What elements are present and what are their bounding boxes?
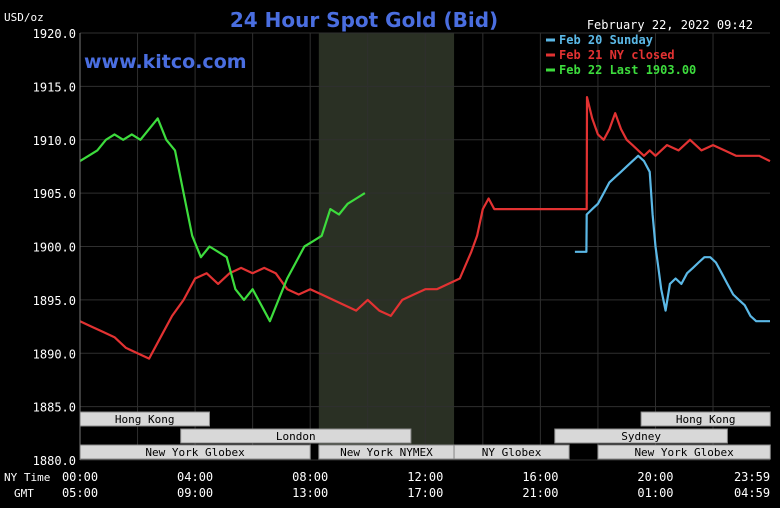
timestamp: February 22, 2022 09:42 — [587, 18, 753, 32]
x-tick-label: 17:00 — [407, 486, 443, 500]
session-label: London — [276, 430, 316, 443]
session-bar — [180, 428, 412, 444]
session-label: New York Globex — [145, 446, 245, 459]
x-tick-label: 00:00 — [62, 470, 98, 484]
x-tick-label: 09:00 — [177, 486, 213, 500]
x-row-label: NY Time — [4, 471, 50, 484]
x-tick-label: 16:00 — [522, 470, 558, 484]
unit-label: USD/oz — [4, 11, 44, 24]
session-bar — [597, 444, 771, 460]
legend-entry: Feb 21 NY closed — [559, 48, 675, 62]
x-tick-label: 21:00 — [522, 486, 558, 500]
session-label: NY Globex — [482, 446, 542, 459]
chart-title: 24 Hour Spot Gold (Bid) — [230, 8, 498, 32]
website-label: www.kitco.com — [84, 51, 247, 73]
y-tick-label: 1905.0 — [33, 187, 76, 201]
legend-entry: Feb 20 Sunday — [559, 33, 653, 47]
y-tick-label: 1880.0 — [33, 454, 76, 468]
x-tick-label: 20:00 — [637, 470, 673, 484]
session-bar — [453, 444, 570, 460]
session-label: Sydney — [621, 430, 661, 443]
x-tick-label: 13:00 — [292, 486, 328, 500]
x-tick-label: 01:00 — [637, 486, 673, 500]
series-layer — [79, 95, 771, 360]
y-tick-label: 1915.0 — [33, 80, 76, 94]
y-tick-label: 1900.0 — [33, 241, 76, 255]
series-line-2 — [79, 95, 771, 360]
session-label: Hong Kong — [115, 413, 175, 426]
y-tick-label: 1890.0 — [33, 347, 76, 361]
x-tick-label: 12:00 — [407, 470, 443, 484]
session-bar — [554, 428, 728, 444]
y-tick-label: 1885.0 — [33, 401, 76, 415]
x-tick-label: 23:59 — [734, 470, 770, 484]
session-label: Hong Kong — [676, 413, 736, 426]
x-tick-label: 04:59 — [734, 486, 770, 500]
session-label: New York NYMEX — [340, 446, 433, 459]
y-tick-label: 1895.0 — [33, 294, 76, 308]
axis-layer: 1920.0 1915.0 1910.0 1905.0 1900.0 1895.0 1890… — [4, 27, 770, 500]
series-line-1 — [574, 154, 770, 323]
session-bar — [640, 411, 771, 427]
y-tick-label: 1910.0 — [33, 134, 76, 148]
x-tick-label: 05:00 — [62, 486, 98, 500]
legend-entry: Feb 22 Last 1903.00 — [559, 63, 696, 77]
series-line-3 — [79, 117, 366, 323]
x-tick-label: 04:00 — [177, 470, 213, 484]
session-label: New York Globex — [634, 446, 734, 459]
y-tick-label: 1920.0 — [33, 27, 76, 41]
x-tick-label: 08:00 — [292, 470, 328, 484]
session-layer: Hong Kong London New York Globex New York N… — [79, 411, 771, 460]
x-row-label: GMT — [14, 487, 34, 500]
